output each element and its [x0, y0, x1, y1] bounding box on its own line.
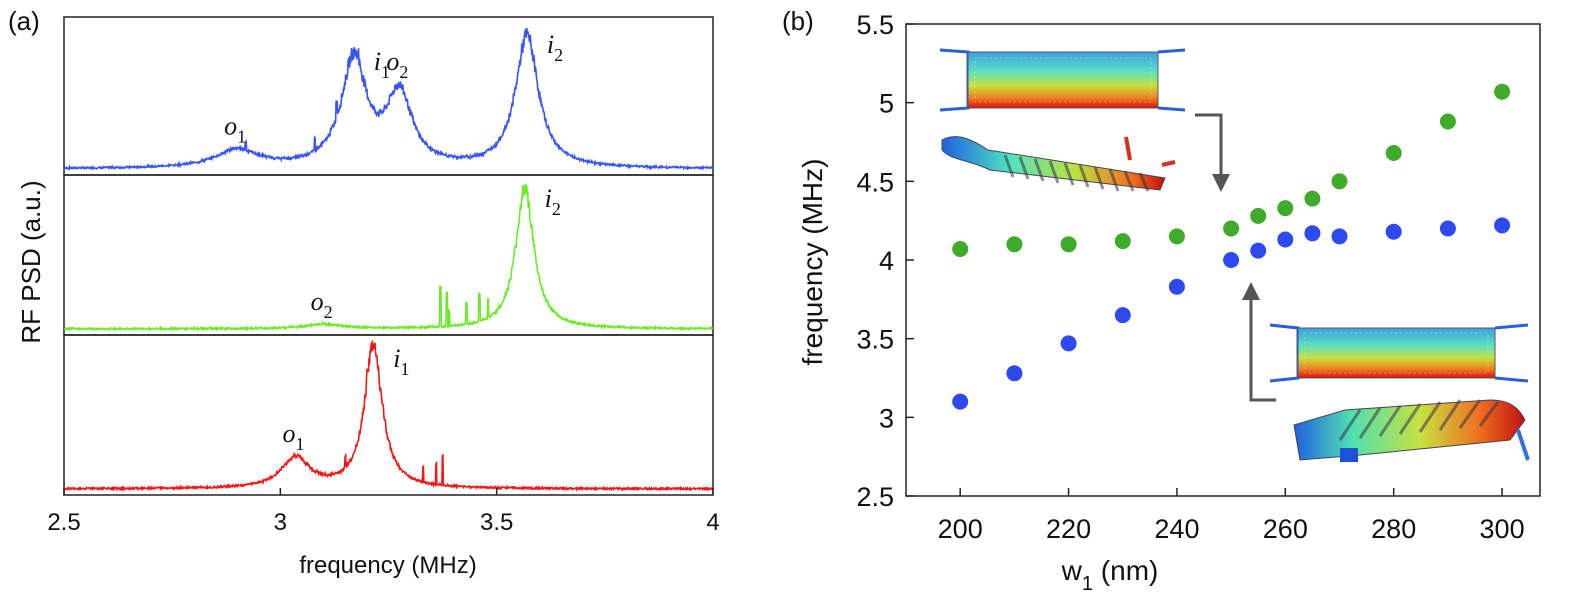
scatter-points [952, 83, 1511, 410]
y-tick-label: 3 [879, 403, 894, 433]
peak-label: i2 [545, 184, 561, 219]
panel-b-ticks: 200 220 240 260 280 300 2.5 3 3.5 4 4.5 5 5.5 [856, 10, 1524, 544]
data-point [952, 393, 969, 410]
panel-a-xlabel: frequency (MHz) [299, 552, 476, 579]
arrow-up [1242, 282, 1276, 402]
data-point [1250, 207, 1267, 224]
panel-a-label: (a) [8, 6, 40, 36]
peak-label: i1 [374, 47, 390, 82]
data-point [1494, 217, 1511, 234]
panel-a-ylabel: RF PSD (a.u.) [16, 180, 46, 343]
panel-b: (b) frequency (MHz) w1 (nm) 200 220 240 260… [782, 6, 1541, 595]
x-tick-label: 300 [1480, 514, 1525, 544]
panel-b-ylabel: frequency (MHz) [797, 159, 828, 366]
data-point [1494, 83, 1511, 100]
data-point [1250, 242, 1267, 259]
x-tick-label: 260 [1263, 514, 1308, 544]
peak-label: i2 [547, 30, 563, 65]
data-point [1304, 190, 1321, 207]
data-point [1060, 236, 1077, 253]
data-point [1168, 228, 1185, 245]
peak-label: o1 [224, 111, 246, 146]
data-point [1060, 335, 1077, 352]
panel-b-xlabel-main: w [1061, 555, 1083, 586]
peak-label: o2 [386, 47, 408, 82]
x-tick-label: 2.5 [47, 509, 80, 536]
panel-b-xlabel: w1 (nm) [1061, 555, 1159, 595]
panel-a: (a) RF PSD (a.u.) frequency (MHz) o1i1o2… [8, 6, 720, 579]
arrow-down [1195, 113, 1230, 192]
data-point [952, 241, 969, 257]
data-point [1385, 145, 1402, 161]
data-point [1331, 173, 1348, 190]
data-point [1277, 200, 1294, 217]
panel-a-x-ticks: 2.5 3 3.5 4 [47, 488, 720, 536]
x-tick-label: 240 [1154, 514, 1199, 544]
y-tick-label: 4.5 [856, 167, 894, 197]
panel-b-xlabel-sub: 1 [1082, 573, 1093, 595]
data-point [1331, 228, 1348, 245]
data-point [1223, 220, 1240, 237]
spectrum-trace [63, 28, 714, 172]
data-point [1006, 236, 1023, 253]
peak-label: o2 [311, 287, 333, 322]
y-tick-label: 3.5 [856, 325, 894, 355]
peak-label: i1 [393, 344, 409, 379]
data-point [1168, 278, 1185, 295]
mode-shape-top [939, 48, 1186, 192]
subpanel-top-frame [63, 16, 714, 176]
data-point [1277, 231, 1294, 248]
data-point [1439, 113, 1456, 130]
y-tick-label: 2.5 [856, 482, 894, 512]
data-point [1304, 225, 1321, 242]
x-tick-label: 4 [706, 509, 719, 536]
spectrum-traces [63, 28, 714, 493]
peak-label: o1 [282, 419, 304, 454]
subpanel-bottom-frame [63, 334, 714, 496]
data-point [1223, 252, 1240, 268]
data-point [1114, 307, 1131, 324]
panel-b-label: (b) [782, 6, 814, 36]
subpanel-middle-frame [63, 174, 714, 336]
data-point [1006, 365, 1023, 382]
x-tick-label: 200 [938, 514, 983, 544]
data-point [1385, 223, 1402, 240]
spectrum-trace [63, 183, 714, 333]
data-point [1439, 220, 1456, 237]
x-tick-label: 280 [1371, 514, 1416, 544]
y-tick-label: 4 [879, 246, 894, 276]
x-tick-label: 3.5 [480, 509, 513, 536]
x-tick-label: 3 [274, 509, 287, 536]
x-tick-label: 220 [1046, 514, 1091, 544]
mode-shape-bottom [1269, 323, 1530, 462]
panel-b-xlabel-unit: (nm) [1093, 555, 1158, 586]
data-point [1114, 233, 1131, 250]
y-tick-label: 5.5 [856, 10, 894, 40]
y-tick-label: 5 [879, 89, 894, 119]
spectrum-trace [63, 340, 714, 493]
